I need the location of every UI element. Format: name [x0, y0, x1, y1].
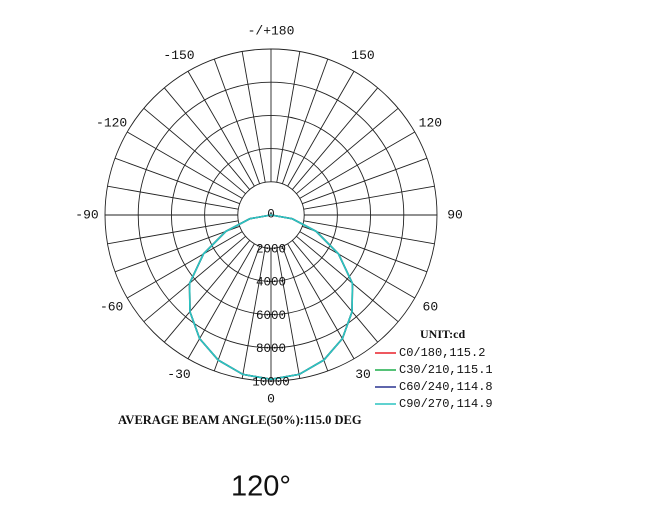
- theta-tick-label: 60: [423, 299, 439, 314]
- theta-tick-label: 150: [351, 48, 374, 63]
- grid-spoke: [143, 235, 246, 323]
- grid-spoke: [291, 240, 379, 343]
- grid-spoke: [107, 185, 239, 210]
- legend-label: C0/180,115.2: [399, 346, 485, 360]
- r-tick-label: 4000: [256, 276, 286, 290]
- legend-label: C30/210,115.1: [399, 363, 493, 377]
- grid-spoke: [187, 71, 255, 187]
- grid-spoke: [303, 220, 435, 245]
- grid-spoke: [287, 71, 355, 187]
- legend-label: C60/240,114.8: [399, 380, 493, 394]
- grid-spoke: [143, 107, 246, 195]
- grid-spoke: [241, 51, 266, 183]
- r-tick-label: 8000: [256, 342, 286, 356]
- grid-spoke: [213, 58, 261, 184]
- grid-spoke: [127, 231, 243, 299]
- caption: 120°: [231, 471, 291, 503]
- grid-spoke: [296, 235, 399, 323]
- grid-spoke: [299, 231, 415, 299]
- r-tick-label: 6000: [256, 309, 286, 323]
- theta-tick-label: -60: [100, 299, 123, 314]
- grid-spoke: [127, 131, 243, 199]
- grid-spoke: [291, 87, 379, 190]
- theta-tick-label: -/+180: [248, 23, 295, 38]
- theta-tick-label: -90: [75, 207, 98, 222]
- grid-spoke: [114, 157, 240, 205]
- grid-spoke: [114, 225, 240, 273]
- grid-spoke: [276, 51, 301, 183]
- series-line: [188, 214, 354, 381]
- grid-spoke: [163, 87, 251, 190]
- theta-tick-label: -150: [163, 48, 194, 63]
- grid-spoke: [213, 246, 261, 372]
- theta-tick-label: -30: [167, 367, 190, 382]
- grid-spoke: [302, 225, 428, 273]
- grid-spoke: [163, 240, 251, 343]
- grid-spoke: [302, 157, 428, 205]
- r-tick-label: 0: [267, 207, 275, 221]
- grid-spoke: [296, 107, 399, 195]
- grid-spoke: [287, 243, 355, 359]
- beam-angle-note: AVERAGE BEAM ANGLE(50%):115.0 DEG: [118, 413, 362, 427]
- unit-label: UNIT:cd: [420, 327, 465, 341]
- grid-spoke: [241, 247, 266, 379]
- legend-label: C90/270,114.9: [399, 397, 493, 411]
- grid-spoke: [276, 247, 301, 379]
- r-tick-label: 2000: [256, 242, 286, 256]
- grid-spoke: [303, 185, 435, 210]
- grid-spoke: [187, 243, 255, 359]
- r-tick-label: 10000: [252, 375, 290, 389]
- theta-tick-label: 30: [355, 367, 371, 382]
- grid-spoke: [107, 220, 239, 245]
- grid-spoke: [281, 58, 329, 184]
- theta-tick-label: 0: [267, 391, 275, 406]
- grid-spoke: [281, 246, 329, 372]
- theta-tick-label: 120: [419, 115, 442, 130]
- grid-spoke: [299, 131, 415, 199]
- theta-tick-label: -120: [96, 115, 127, 130]
- theta-tick-label: 90: [447, 207, 463, 222]
